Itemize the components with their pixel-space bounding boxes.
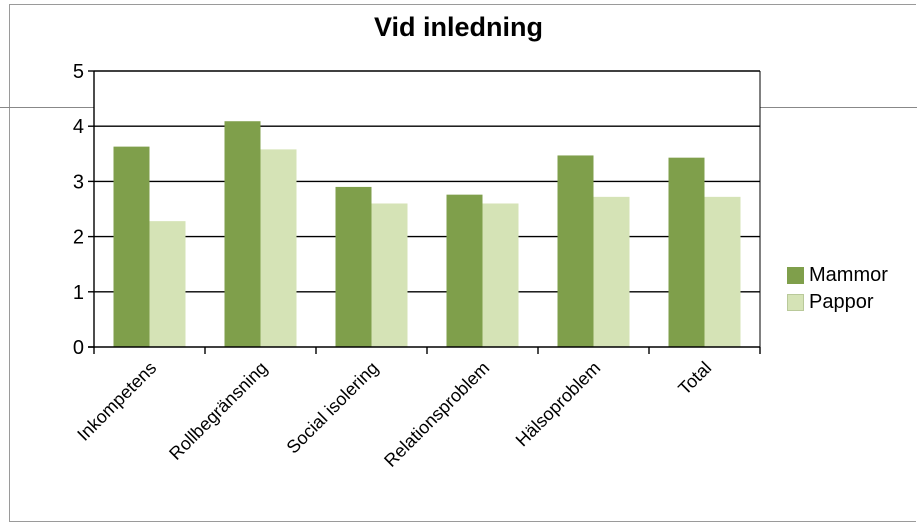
bar-pappor-1 [260,149,297,347]
bar-mammor-0 [113,146,150,347]
bar-mammor-1 [224,121,261,348]
legend-item-mammor: Mammor [787,262,888,289]
legend-swatch-pappor [787,294,804,311]
bar-pappor-5 [704,196,741,347]
bar-pappor-0 [149,221,186,347]
decorative-line-right [760,107,917,108]
x-tick-label-4: Hälsoproblem [512,358,605,451]
y-tick-label-3: 3 [73,171,84,193]
y-tick-label-2: 2 [73,227,84,249]
x-tick-label-5: Total [674,358,715,399]
x-tick-label-3: Relationsproblem [380,358,493,471]
bar-pappor-2 [371,203,408,347]
bar-mammor-5 [668,157,705,347]
y-tick-label-5: 5 [73,61,84,83]
bar-mammor-4 [557,155,594,347]
legend-label-mammor: Mammor [809,264,888,286]
x-tick-label-2: Social isolering [283,358,383,458]
bar-pappor-3 [482,203,519,347]
x-tick-label-1: Rollbegränsning [165,358,271,464]
y-tick-label-4: 4 [73,116,84,138]
bar-mammor-2 [335,186,372,347]
chart-title: Vid inledning [373,12,543,42]
y-tick-label-0: 0 [73,337,84,359]
y-tick-label-1: 1 [73,282,84,304]
x-tick-label-0: Inkompetens [73,358,160,445]
legend-swatch-mammor [787,267,804,284]
decorative-line-left [0,107,94,108]
legend-label-pappor: Pappor [809,291,874,313]
legend: Mammor Pappor [787,262,888,316]
legend-item-pappor: Pappor [787,289,888,316]
bar-mammor-3 [446,194,483,347]
bar-pappor-4 [593,196,630,347]
